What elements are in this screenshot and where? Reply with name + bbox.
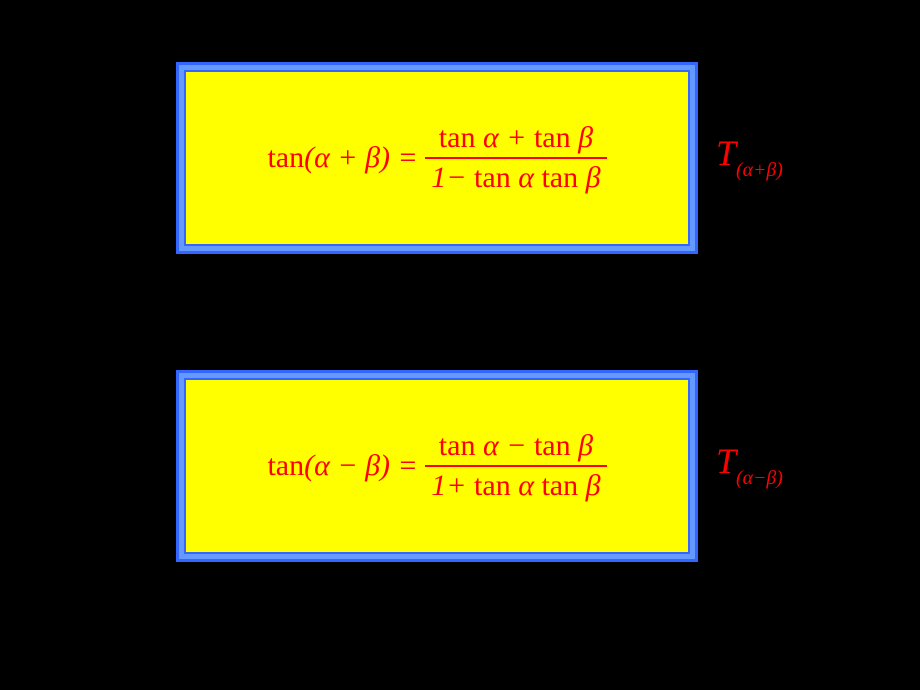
- formula-box-diff: tan(α − β) = tan α − tan β 1+ tan α tan …: [176, 370, 698, 562]
- lhs-op: −: [337, 449, 357, 483]
- lhs-fn: tan: [267, 141, 304, 175]
- formula-diff: tan(α − β) = tan α − tan β 1+ tan α tan …: [267, 427, 606, 505]
- fraction-sum: tan α + tan β 1− tan α tan β: [425, 119, 606, 197]
- label-diff: T(α−β): [716, 440, 783, 487]
- lhs-beta: β: [365, 449, 380, 483]
- label-subscript: (α+β): [736, 159, 783, 181]
- denominator: 1+ tan α tan β: [425, 467, 606, 505]
- lhs-op: +: [337, 141, 357, 175]
- lhs-beta: β: [365, 141, 380, 175]
- label-subscript: (α−β): [736, 467, 783, 489]
- formula-box-sum: tan(α + β) = tan α + tan β 1− tan α tan …: [176, 62, 698, 254]
- lhs-fn: tan: [267, 449, 304, 483]
- fraction-diff: tan α − tan β 1+ tan α tan β: [425, 427, 606, 505]
- label-sum: T(α+β): [716, 132, 783, 179]
- numerator: tan α − tan β: [433, 427, 599, 465]
- eq: =: [398, 141, 418, 175]
- denominator: 1− tan α tan β: [425, 159, 606, 197]
- numerator: tan α + tan β: [433, 119, 599, 157]
- lhs-alpha: α: [314, 449, 330, 483]
- eq: =: [398, 449, 418, 483]
- label-T: T: [716, 133, 736, 173]
- lhs-alpha: α: [314, 141, 330, 175]
- label-T: T: [716, 441, 736, 481]
- formula-sum: tan(α + β) = tan α + tan β 1− tan α tan …: [267, 119, 606, 197]
